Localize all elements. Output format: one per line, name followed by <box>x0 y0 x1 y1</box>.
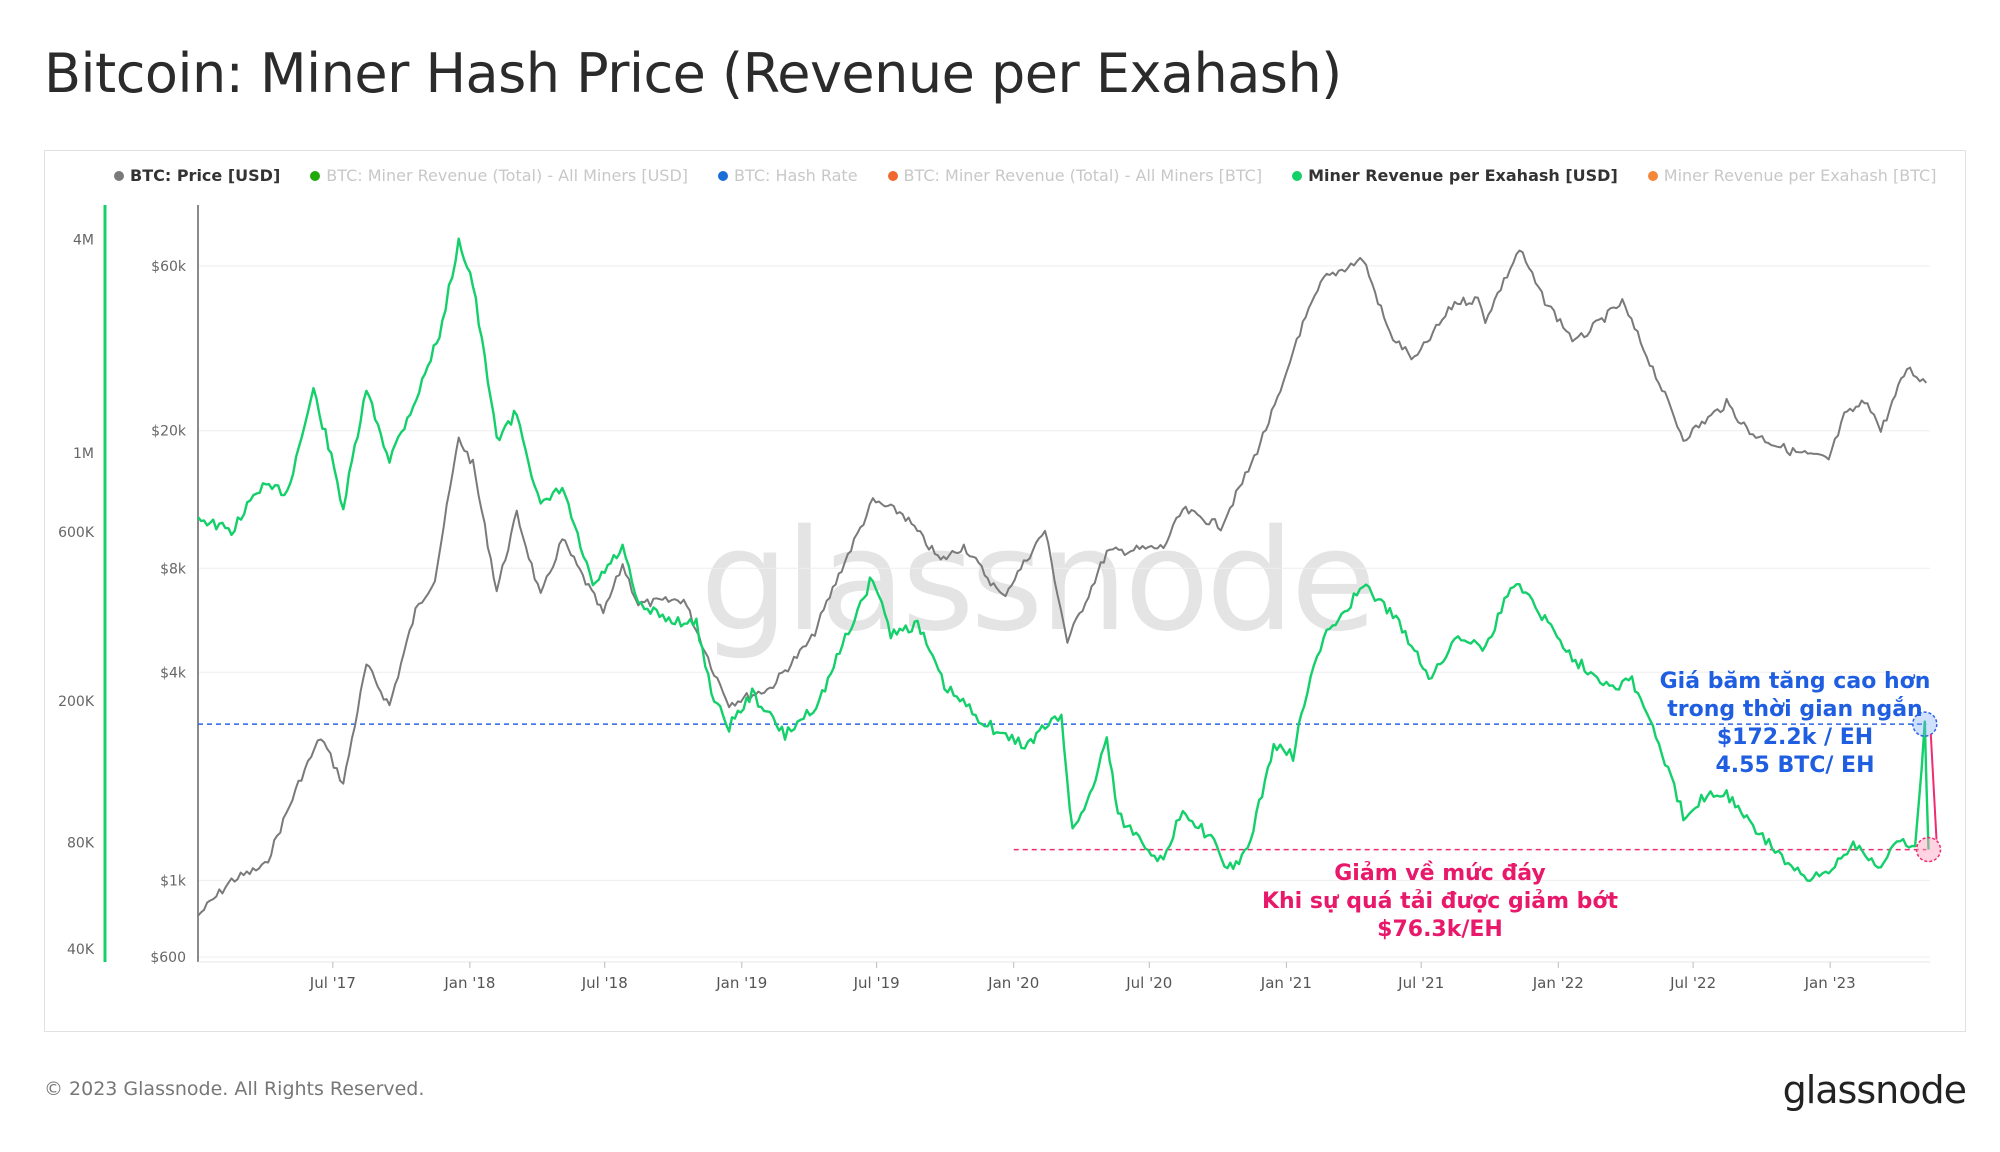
price-tick-label: $8k <box>160 561 187 577</box>
price-tick-label: $20k <box>151 424 187 440</box>
series-line-revenue-per-exahash <box>197 237 1930 882</box>
legend-label: Miner Revenue per Exahash [USD] <box>1308 166 1618 185</box>
legend-item-hash-rate[interactable]: BTC: Hash Rate <box>718 166 858 185</box>
hashprice-tick-label: 80K <box>67 835 95 851</box>
legend-dot <box>1647 170 1658 181</box>
hashprice-tick-label: 1M <box>73 446 94 462</box>
annotation-low-line2: Khi sự quá tải được giảm bớt <box>1261 889 1619 914</box>
hashprice-tick-label: 4M <box>73 232 94 248</box>
x-tick-label: Jul '17 <box>309 974 356 992</box>
x-tick-label: Jan '19 <box>715 974 767 992</box>
x-tick-label: Jul '18 <box>581 974 628 992</box>
legend-item-revenue-per-exahash-btc[interactable]: Miner Revenue per Exahash [BTC] <box>1647 166 1937 185</box>
annotation-high-line2: trong thời gian ngắn <box>1667 697 1923 722</box>
hashprice-tick-label: 600K <box>58 525 95 541</box>
legend-label: BTC: Miner Revenue (Total) - All Miners … <box>903 166 1263 185</box>
x-tick-label: Jan '21 <box>1260 974 1312 992</box>
series-line-btc-price <box>197 249 1928 917</box>
legend-label: BTC: Miner Revenue (Total) - All Miners … <box>326 166 688 185</box>
x-tick-label: Jul '19 <box>853 974 900 992</box>
annotation-high-line1: Giá băm tăng cao hơn <box>1659 669 1931 694</box>
hashprice-tick-label: 40K <box>67 942 95 958</box>
annotation-low-line3: $76.3k/EH <box>1377 917 1503 942</box>
price-tick-label: $1k <box>160 873 187 889</box>
legend-item-miner-revenue-usd[interactable]: BTC: Miner Revenue (Total) - All Miners … <box>310 166 688 185</box>
legend-label: BTC: Price [USD] <box>130 166 281 185</box>
copyright: © 2023 Glassnode. All Rights Reserved. <box>44 1078 425 1100</box>
marker-low <box>1915 836 1942 863</box>
legend-label: Miner Revenue per Exahash [BTC] <box>1663 166 1937 185</box>
legend-dot <box>887 170 898 181</box>
annotation-low: Giảm về mức đáy Khi sự quá tải được giảm… <box>1250 860 1630 944</box>
annotation-low-line1: Giảm về mức đáy <box>1334 861 1546 886</box>
legend: BTC: Price [USD] BTC: Miner Revenue (Tot… <box>114 166 1936 185</box>
x-tick-label: Jan '20 <box>987 974 1039 992</box>
legend-dot <box>114 170 124 181</box>
annotation-high: Giá băm tăng cao hơn trong thời gian ngắ… <box>1630 668 1960 780</box>
legend-label: BTC: Hash Rate <box>734 166 858 185</box>
price-tick-label: $60k <box>151 259 187 275</box>
x-tick-label: Jan '18 <box>443 974 495 992</box>
drop-arrow <box>1929 734 1938 840</box>
hashprice-tick-label: 200K <box>58 694 95 710</box>
legend-item-revenue-per-exahash-usd[interactable]: Miner Revenue per Exahash [USD] <box>1292 166 1618 185</box>
marker-high <box>1912 711 1938 737</box>
legend-dot <box>718 170 728 181</box>
annotation-high-line3: $172.2k / EH <box>1716 725 1874 750</box>
x-tick-label: Jul '22 <box>1669 974 1716 992</box>
legend-item-miner-revenue-btc[interactable]: BTC: Miner Revenue (Total) - All Miners … <box>887 166 1263 185</box>
annotation-high-line4: 4.55 BTC/ EH <box>1715 753 1875 778</box>
chart-title: Bitcoin: Miner Hash Price (Revenue per E… <box>44 42 1342 105</box>
x-tick-label: Jan '22 <box>1532 974 1584 992</box>
x-tick-label: Jul '20 <box>1125 974 1172 992</box>
chart-panel <box>44 150 1966 1032</box>
price-tick-label: $600 <box>150 950 186 966</box>
legend-item-btc-price[interactable]: BTC: Price [USD] <box>114 166 280 185</box>
brand-logo: glassnode <box>1782 1068 1967 1112</box>
x-tick-label: Jan '23 <box>1804 974 1856 992</box>
legend-dot <box>1292 170 1303 181</box>
legend-dot <box>310 170 321 181</box>
price-tick-label: $4k <box>160 665 187 681</box>
x-tick-label: Jul '21 <box>1397 974 1444 992</box>
